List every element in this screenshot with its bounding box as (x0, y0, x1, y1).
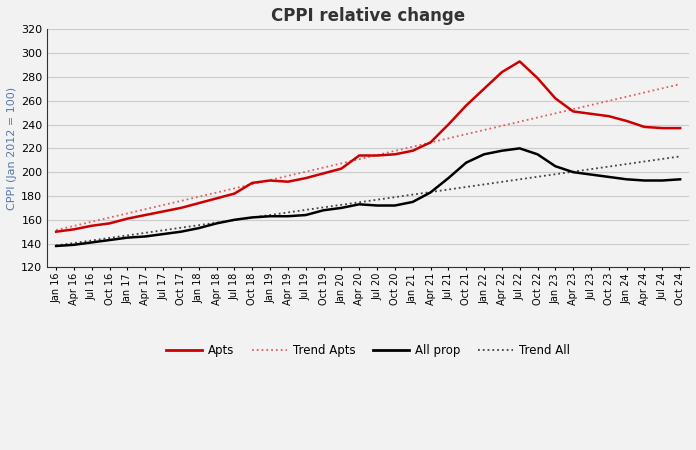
Y-axis label: CPPI (Jan 2012 = 100): CPPI (Jan 2012 = 100) (7, 87, 17, 210)
Title: CPPI relative change: CPPI relative change (271, 7, 465, 25)
Legend: Apts, Trend Apts, All prop, Trend All: Apts, Trend Apts, All prop, Trend All (161, 339, 575, 361)
